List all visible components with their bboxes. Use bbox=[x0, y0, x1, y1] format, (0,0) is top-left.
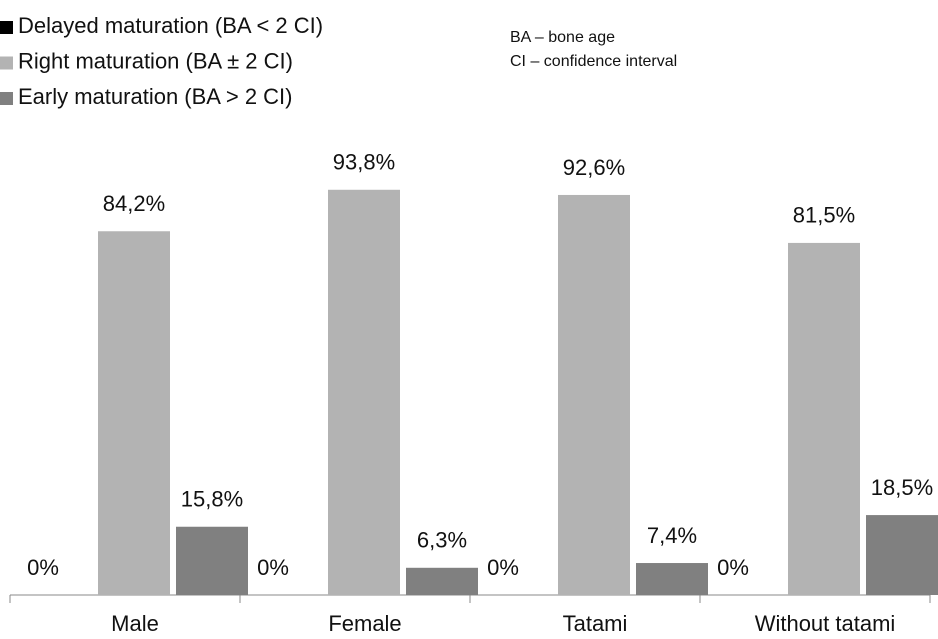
bar bbox=[866, 515, 938, 595]
legend-swatch bbox=[0, 56, 13, 70]
bar bbox=[176, 526, 248, 595]
value-label: 0% bbox=[487, 555, 519, 580]
value-label: 0% bbox=[27, 555, 59, 580]
bar bbox=[406, 567, 478, 595]
value-label: 81,5% bbox=[793, 203, 855, 228]
x-tick-label: Without tatami bbox=[755, 611, 896, 636]
value-label: 0% bbox=[257, 555, 289, 580]
x-tick-label: Male bbox=[111, 611, 159, 636]
legend-label: Delayed maturation (BA < 2 CI) bbox=[18, 13, 323, 38]
value-label: 7,4% bbox=[647, 523, 697, 548]
legend-label: Right maturation (BA ± 2 CI) bbox=[18, 48, 293, 73]
legend-label: Early maturation (BA > 2 CI) bbox=[18, 84, 293, 109]
x-tick-label: Female bbox=[328, 611, 401, 636]
value-label: 93,8% bbox=[333, 150, 395, 175]
x-tick-label: Tatami bbox=[563, 611, 628, 636]
bar bbox=[558, 194, 630, 595]
legend-swatch bbox=[0, 21, 13, 34]
annotation: CI – confidence interval bbox=[510, 53, 677, 70]
bar bbox=[788, 242, 860, 596]
value-label: 0% bbox=[717, 555, 749, 580]
value-label: 84,2% bbox=[103, 191, 165, 216]
bar bbox=[328, 189, 400, 595]
value-label: 92,6% bbox=[563, 155, 625, 180]
annotation: BA – bone age bbox=[510, 29, 615, 46]
value-label: 15,8% bbox=[181, 487, 243, 512]
bar bbox=[98, 231, 170, 596]
bar bbox=[636, 563, 708, 595]
value-label: 18,5% bbox=[871, 475, 933, 500]
value-label: 6,3% bbox=[417, 528, 467, 553]
legend-swatch bbox=[0, 92, 13, 105]
